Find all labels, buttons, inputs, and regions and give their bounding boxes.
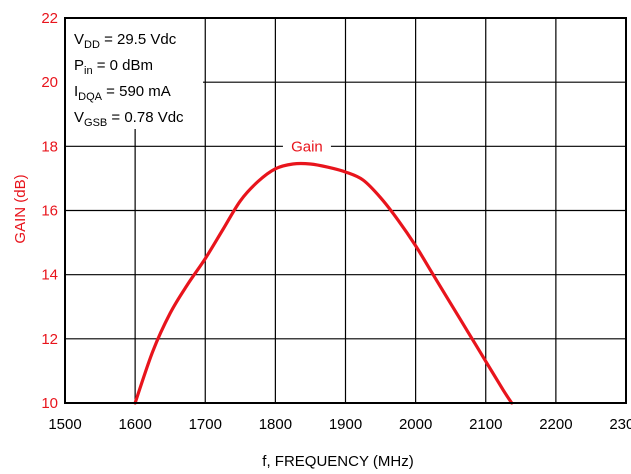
y-tick-label: 16 [41, 203, 58, 220]
tick-labels: 1500 1600 1700 1800 1900 2000 2100 2200 2300 10 12… [41, 10, 631, 433]
conditions-background [66, 19, 203, 129]
y-tick-label: 22 [41, 10, 58, 27]
y-tick-label: 20 [41, 74, 58, 91]
condition-line: VDD = 29.5 Vdc [74, 31, 177, 51]
series-layer [133, 161, 514, 405]
y-tick-label: 12 [41, 331, 58, 348]
plot-border [64, 17, 627, 404]
x-tick-label: 2100 [469, 416, 502, 433]
x-tick-label: 1800 [259, 416, 292, 433]
y-tick-label: 14 [41, 267, 58, 284]
x-tick-label: 1700 [189, 416, 222, 433]
x-tick-label: 1600 [118, 416, 151, 433]
plot-frame [64, 17, 627, 404]
x-tick-label: 2200 [539, 416, 572, 433]
x-tick-label: 1900 [329, 416, 362, 433]
y-tick-label: 18 [41, 138, 58, 155]
gain-series-line [133, 161, 514, 405]
condition-line: Pin = 0 dBm [74, 57, 153, 77]
series-label-gain: Gain [291, 138, 323, 155]
y-tick-label: 10 [41, 395, 58, 412]
condition-line: IDQA = 590 mA [74, 83, 171, 103]
y-axis-label: GAIN (dB) [12, 174, 29, 243]
x-tick-label: 1500 [48, 416, 81, 433]
series-label-background [282, 137, 331, 156]
x-axis-label: f, FREQUENCY (MHz) [262, 453, 413, 470]
test-conditions: VDD = 29.5 Vdc Pin = 0 dBm IDQA = 590 mA VG… [66, 19, 203, 129]
x-tick-label: 2300 [609, 416, 631, 433]
x-tick-label: 2000 [399, 416, 432, 433]
condition-line: VGSB = 0.78 Vdc [74, 109, 184, 129]
